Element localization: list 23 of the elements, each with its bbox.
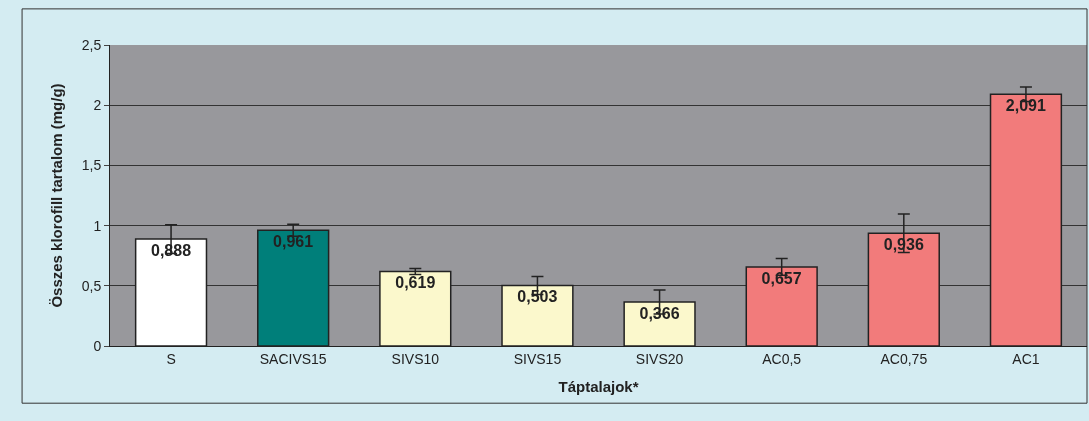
y-tick-label: 2	[93, 97, 102, 114]
y-tick-label: 1,5	[81, 157, 102, 174]
x-tick-label: AC1	[1012, 350, 1040, 367]
data-label: 0,888	[150, 242, 192, 260]
data-label: 0,366	[639, 304, 680, 322]
y-tick-label: 0,5	[81, 277, 102, 294]
x-axis-title: Táptalajok*	[558, 377, 639, 395]
x-tick-label: SIVS20	[635, 350, 684, 367]
x-tick-label: AC0,5	[762, 350, 802, 367]
data-label: 0,503	[517, 288, 558, 306]
y-tick-label: 1	[93, 217, 102, 234]
y-axis-title: Összes klorofill tartalom (mg/g)	[47, 83, 65, 308]
x-tick-label: SIVS15	[513, 350, 562, 367]
x-tick-label: SACIVS15	[259, 350, 327, 367]
x-tick-label: AC0,75	[880, 350, 928, 367]
x-tick-label: S	[166, 350, 176, 367]
data-label: 0,961	[273, 233, 314, 251]
y-tick-label: 0	[93, 337, 102, 354]
data-label: 0,657	[761, 269, 802, 287]
data-label: 0,619	[395, 274, 436, 292]
data-label: 2,091	[1005, 97, 1047, 115]
y-tick-label: 2,5	[81, 36, 102, 53]
x-tick-label: SIVS10	[391, 350, 440, 367]
